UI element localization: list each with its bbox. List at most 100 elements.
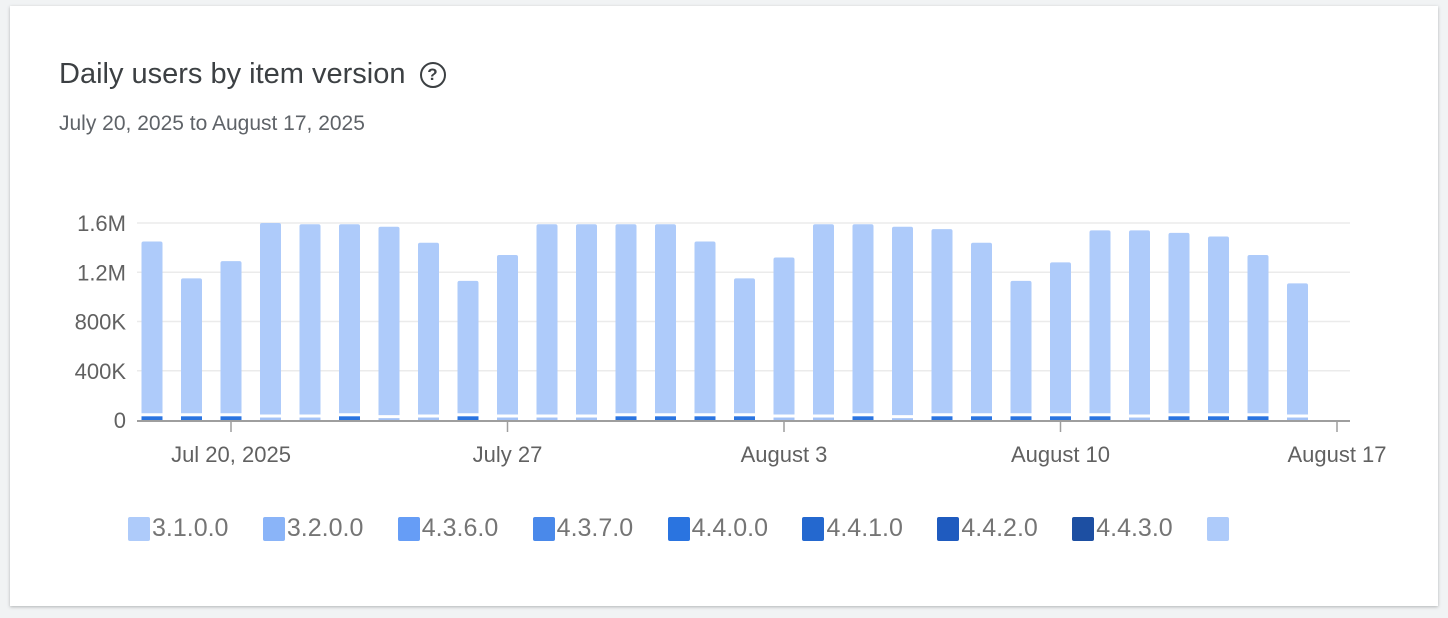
legend-item[interactable]: 3.1.0.0 — [128, 514, 263, 543]
date-range: July 20, 2025 to August 17, 2025 — [59, 112, 365, 135]
x-tick-label: Jul 20, 2025 — [171, 442, 291, 467]
bar — [773, 257, 795, 415]
bar — [299, 224, 321, 415]
bar-segment-bottom — [536, 417, 558, 420]
bar — [497, 255, 518, 415]
bar — [339, 224, 360, 414]
legend-label: 4.3.7.0 — [556, 514, 634, 542]
legend-swatch — [397, 516, 420, 541]
bar — [576, 224, 597, 415]
x-tick-label: August 3 — [741, 442, 828, 467]
bar-segment-bottom — [181, 416, 202, 420]
legend-label: 3.1.0.0 — [152, 514, 229, 542]
y-tick-label: 0 — [114, 408, 126, 433]
legend: 3.1.0.0 3.2.0.0 4.3.6.0 4.3.7.0 4.4.0.0 4.4.1… — [128, 514, 1342, 543]
x-tick-label: August 17 — [1287, 442, 1386, 467]
legend-item[interactable]: 4.4.0.0 — [667, 514, 803, 543]
legend-label: 4.4.1.0 — [826, 514, 903, 542]
bar — [1050, 262, 1071, 414]
chart-title-row: Daily users by item version ? — [59, 58, 446, 91]
bar-segment-bottom — [655, 416, 676, 420]
bar-segment-bottom — [852, 416, 874, 420]
bar-segment-bottom — [615, 416, 637, 420]
bar — [892, 226, 913, 416]
bar — [1129, 230, 1150, 415]
x-tick-label: August 10 — [1011, 442, 1110, 467]
legend-item[interactable] — [1207, 514, 1342, 543]
bar-segment-bottom — [813, 417, 834, 420]
bar-segment-bottom — [497, 417, 518, 420]
bar-segment-bottom — [1129, 417, 1150, 420]
bar — [655, 224, 676, 414]
bar — [615, 224, 637, 414]
legend-item[interactable]: 3.2.0.0 — [262, 514, 398, 543]
bar-segment-bottom — [1050, 416, 1071, 420]
y-tick-label: 1.6M — [77, 211, 126, 236]
bar-segment-bottom — [220, 416, 242, 420]
legend-label: 3.2.0.0 — [286, 514, 364, 542]
bar-segment-bottom — [734, 416, 755, 420]
legend-swatch — [262, 516, 285, 541]
bar — [378, 226, 400, 416]
bar — [1247, 255, 1269, 414]
bar-segment-bottom — [260, 417, 281, 420]
bar — [1287, 283, 1308, 415]
y-tick-label: 800K — [75, 310, 127, 335]
bar — [1168, 232, 1190, 414]
legend-swatch — [667, 516, 690, 541]
bar-chart: 0 400K 800K 1.2M 1.6M Jul 20, 2025 July 27 Augu… — [75, 211, 1387, 467]
legend-swatch — [128, 516, 150, 541]
legend-item[interactable]: 4.3.7.0 — [532, 514, 668, 543]
bar — [1208, 236, 1229, 414]
bar-segment-bottom — [1287, 417, 1308, 420]
bar-segment-bottom — [694, 416, 716, 420]
y-tick-label: 1.2M — [77, 260, 126, 285]
bar — [260, 223, 281, 415]
bar-segment-bottom — [418, 417, 439, 420]
bar-segment-bottom — [773, 417, 795, 420]
bar — [852, 224, 874, 414]
bar — [220, 261, 242, 414]
bar-segment-bottom — [1089, 416, 1111, 420]
bar — [536, 224, 558, 415]
bar-segment-bottom — [1247, 416, 1269, 420]
x-tick-label: July 27 — [473, 442, 543, 467]
legend-item[interactable]: 4.4.1.0 — [802, 514, 937, 543]
bar-segment-bottom — [378, 418, 400, 420]
bar — [1010, 280, 1032, 414]
bar — [694, 241, 716, 414]
bar-segment-bottom — [1208, 416, 1229, 420]
legend-swatch — [532, 516, 555, 541]
legend-label: 4.4.3.0 — [1096, 514, 1173, 542]
bar-segment-bottom — [299, 417, 321, 420]
bar — [457, 280, 479, 414]
y-tick-label: 400K — [75, 359, 127, 384]
legend-swatch — [802, 516, 825, 541]
bar-segment-bottom — [971, 416, 992, 420]
chart-card: Daily users by item version ? July 20, 2… — [10, 6, 1438, 606]
bar — [931, 229, 953, 414]
legend-swatch — [937, 516, 960, 541]
bar — [181, 278, 202, 414]
bar-segment-bottom — [931, 416, 953, 420]
bar — [141, 241, 163, 414]
bar-segment-bottom — [457, 416, 479, 420]
legend-item[interactable]: 4.4.2.0 — [937, 514, 1072, 543]
bar — [813, 224, 834, 415]
bar — [418, 242, 439, 415]
legend-swatch — [1072, 516, 1095, 541]
legend-label: 4.4.2.0 — [961, 514, 1038, 542]
legend-item[interactable]: 4.4.3.0 — [1072, 514, 1207, 543]
bar-segment-bottom — [141, 416, 163, 420]
bar-segment-bottom — [576, 417, 597, 420]
help-circle-icon[interactable]: ? — [419, 61, 446, 88]
bar — [971, 242, 992, 414]
bar-segment-bottom — [1168, 416, 1190, 420]
bar-segment-bottom — [339, 416, 360, 420]
bar-segment-bottom — [892, 418, 913, 420]
legend-swatch — [1207, 516, 1230, 541]
legend-label: 4.3.6.0 — [421, 514, 499, 542]
legend-label: 4.4.0.0 — [691, 514, 769, 542]
bar — [734, 278, 755, 414]
legend-item[interactable]: 4.3.6.0 — [397, 514, 533, 543]
